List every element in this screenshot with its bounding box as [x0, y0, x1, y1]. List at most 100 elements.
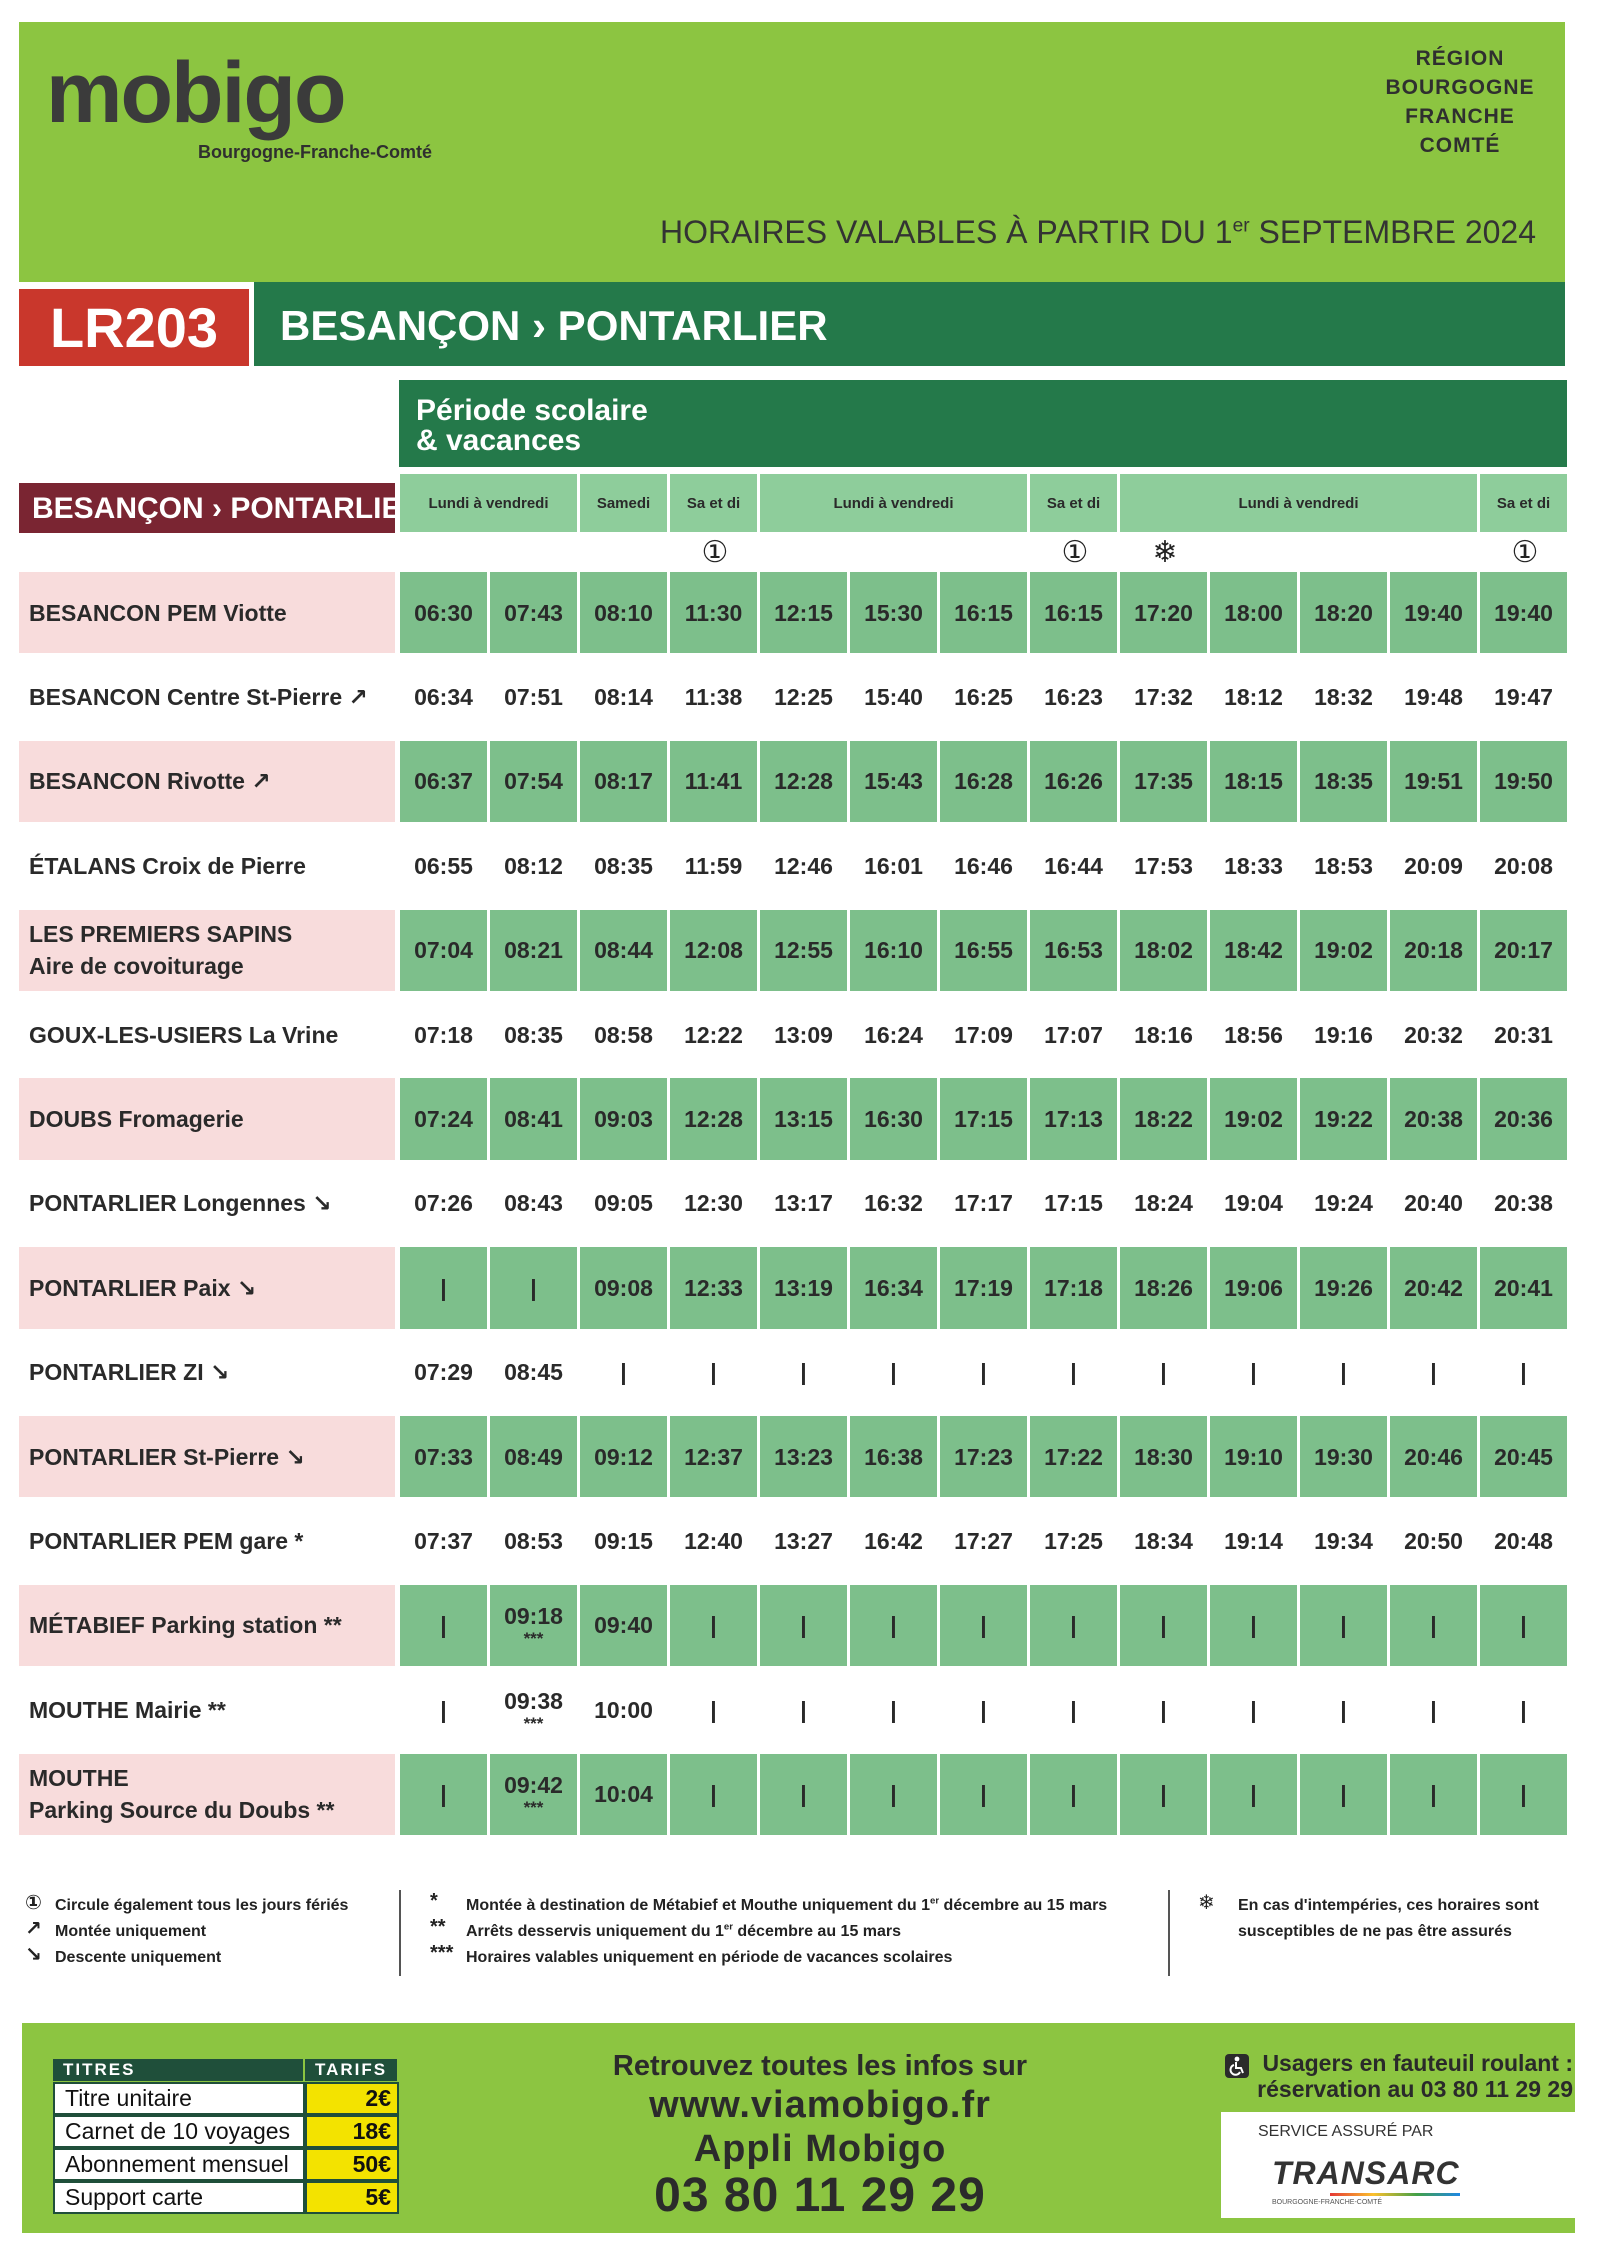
time: 18:53: [1314, 852, 1373, 879]
time: 08:10: [594, 599, 653, 626]
time-cell: 20:46: [1390, 1416, 1477, 1498]
stop-name-line: GOUX-LES-USIERS La Vrine: [29, 1021, 339, 1048]
time: 19:34: [1314, 1528, 1373, 1555]
time-cell: 20:18: [1390, 909, 1477, 991]
time-cell: 07:54: [490, 740, 577, 823]
time: 08:53: [504, 1528, 563, 1555]
time-cell: |: [670, 1331, 757, 1413]
time-cell: 17:22: [1030, 1416, 1117, 1498]
stop-name-line: ÉTALANS Croix de Pierre: [29, 852, 306, 879]
text: HORAIRES VALABLES À PARTIR DU 1: [659, 214, 1233, 250]
time: 08:49: [504, 1443, 563, 1470]
superscript: er: [723, 1921, 733, 1933]
time: 10:04: [594, 1781, 653, 1808]
time: 12:55: [774, 937, 833, 964]
stop-name: DOUBS Fromagerie: [19, 1078, 395, 1160]
time: 08:43: [504, 1190, 563, 1217]
pass-mark: |: [1070, 1696, 1077, 1723]
time-cell: 18:34: [1120, 1500, 1207, 1582]
time: 18:34: [1134, 1528, 1193, 1555]
pass-mark: |: [1160, 1612, 1167, 1639]
time-cell: 20:41: [1480, 1247, 1567, 1329]
time-cell: |: [940, 1584, 1027, 1667]
time: 08:12: [504, 852, 563, 879]
time-cell: |: [1030, 1584, 1117, 1667]
day-header: Sa et di: [670, 474, 757, 532]
time-cell: 15:43: [850, 740, 937, 823]
pass-mark: |: [1520, 1612, 1527, 1639]
time-cell: 18:26: [1120, 1247, 1207, 1329]
pass-mark: |: [440, 1612, 447, 1639]
pass-mark: |: [1070, 1359, 1077, 1386]
time-cell: 07:51: [490, 656, 577, 738]
time-cell: |: [1210, 1669, 1297, 1751]
legend-divider: [399, 1890, 401, 1976]
time-cell: |: [670, 1753, 757, 1835]
stop-name: PONTARLIER St-Pierre ↘: [19, 1416, 395, 1498]
time: 20:41: [1494, 1274, 1553, 1301]
time: 12:28: [774, 768, 833, 795]
time: 20:48: [1494, 1528, 1553, 1555]
time: 06:30: [414, 599, 473, 626]
time-cell: 16:01: [850, 825, 937, 907]
time: 19:40: [1494, 599, 1553, 626]
time-cell: 16:15: [940, 572, 1027, 654]
time: 17:17: [954, 1190, 1013, 1217]
time: 08:35: [594, 852, 653, 879]
legend-text: Arrêts desservis uniquement du 1er décem…: [466, 1919, 1156, 1945]
pass-mark: |: [1340, 1696, 1347, 1723]
time-cell: 12:08: [670, 909, 757, 991]
stop-name: GOUX-LES-USIERS La Vrine: [19, 994, 395, 1076]
time-cell: 19:48: [1390, 656, 1477, 738]
time-cell: 13:19: [760, 1247, 847, 1329]
tariff-price: 50€: [305, 2148, 399, 2181]
time: 19:14: [1224, 1528, 1283, 1555]
time-cell: |: [1300, 1669, 1387, 1751]
text: Descente uniquement: [55, 1949, 222, 1966]
time-cell: 16:28: [940, 740, 1027, 823]
time: 12:22: [684, 1021, 743, 1048]
day-header: Lundi à vendredi: [400, 474, 577, 532]
operator-tagline: BOURGOGNE-FRANCHE-COMTÉ: [1272, 2199, 1383, 2206]
time: 20:50: [1404, 1528, 1463, 1555]
time-cell: 17:13: [1030, 1078, 1117, 1160]
time-cell: 06:37: [400, 740, 487, 823]
text: SEPTEMBRE 2024: [1249, 214, 1536, 250]
time: 20:08: [1494, 852, 1553, 879]
time-cell: 16:10: [850, 909, 937, 991]
text: Arrêts desservis uniquement du 1: [466, 1923, 724, 1940]
pass-mark: |: [980, 1781, 987, 1808]
time-cell: |: [850, 1669, 937, 1751]
time-cell: 20:31: [1480, 994, 1567, 1076]
time: 19:47: [1494, 684, 1553, 711]
time-cell: |: [1210, 1584, 1297, 1667]
time: 09:40: [594, 1612, 653, 1639]
time-cell: 12:30: [670, 1162, 757, 1245]
time-cell: 20:48: [1480, 1500, 1567, 1582]
time: 16:24: [864, 1021, 923, 1048]
pass-mark: |: [1520, 1359, 1527, 1386]
time-cell: |: [1120, 1331, 1207, 1413]
time: 19:26: [1314, 1274, 1373, 1301]
pass-mark: |: [1160, 1359, 1167, 1386]
time-cell: 10:04: [580, 1753, 667, 1835]
region-line: BOURGOGNE: [1385, 76, 1535, 99]
operator-label: SERVICE ASSURÉ PAR: [1258, 2123, 1434, 2140]
time: 20:18: [1404, 937, 1463, 964]
time-cell: 11:59: [670, 825, 757, 907]
pass-mark: |: [530, 1274, 537, 1301]
time-cell: |: [1210, 1331, 1297, 1413]
time: 18:00: [1224, 599, 1283, 626]
time: 07:33: [414, 1443, 473, 1470]
time-cell: |: [400, 1584, 487, 1667]
time: 19:40: [1404, 599, 1463, 626]
day-header: Sa et di: [1480, 474, 1567, 532]
time-cell: |: [1300, 1331, 1387, 1413]
time: 18:32: [1314, 684, 1373, 711]
time: 19:16: [1314, 1021, 1373, 1048]
time-cell: 17:23: [940, 1416, 1027, 1498]
time-cell: |: [1390, 1331, 1477, 1413]
time-cell: 18:42: [1210, 909, 1297, 991]
time-cell: 08:35: [580, 825, 667, 907]
day-header: Samedi: [580, 474, 667, 532]
